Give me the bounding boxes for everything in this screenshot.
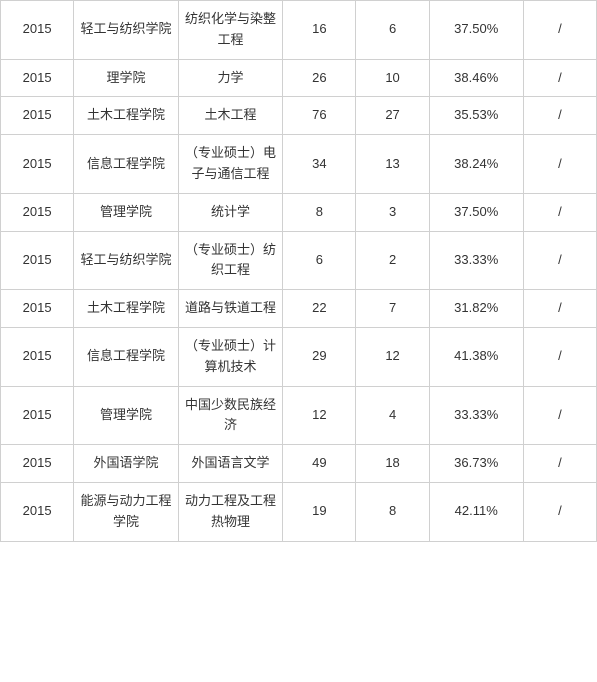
cell-major: 道路与铁道工程	[178, 290, 283, 328]
cell-num2: 2	[356, 231, 429, 290]
cell-last: /	[523, 327, 596, 386]
cell-pct: 31.82%	[429, 290, 523, 328]
cell-num2: 4	[356, 386, 429, 445]
cell-year: 2015	[1, 59, 74, 97]
cell-num1: 22	[283, 290, 356, 328]
cell-year: 2015	[1, 327, 74, 386]
cell-school: 土木工程学院	[74, 290, 179, 328]
cell-num2: 3	[356, 193, 429, 231]
table-row: 2015土木工程学院土木工程762735.53%/	[1, 97, 597, 135]
table-row: 2015土木工程学院道路与铁道工程22731.82%/	[1, 290, 597, 328]
cell-school: 外国语学院	[74, 445, 179, 483]
cell-num2: 18	[356, 445, 429, 483]
cell-num1: 26	[283, 59, 356, 97]
cell-pct: 33.33%	[429, 386, 523, 445]
cell-num1: 34	[283, 135, 356, 194]
cell-num1: 49	[283, 445, 356, 483]
cell-num1: 19	[283, 482, 356, 541]
table-row: 2015外国语学院外国语言文学491836.73%/	[1, 445, 597, 483]
cell-num1: 16	[283, 1, 356, 60]
cell-pct: 42.11%	[429, 482, 523, 541]
cell-last: /	[523, 482, 596, 541]
cell-year: 2015	[1, 1, 74, 60]
cell-last: /	[523, 386, 596, 445]
cell-major: 动力工程及工程热物理	[178, 482, 283, 541]
cell-pct: 37.50%	[429, 193, 523, 231]
cell-last: /	[523, 97, 596, 135]
cell-major: 统计学	[178, 193, 283, 231]
cell-school: 轻工与纺织学院	[74, 231, 179, 290]
cell-year: 2015	[1, 231, 74, 290]
cell-school: 理学院	[74, 59, 179, 97]
cell-num2: 6	[356, 1, 429, 60]
cell-school: 管理学院	[74, 386, 179, 445]
cell-pct: 33.33%	[429, 231, 523, 290]
cell-year: 2015	[1, 445, 74, 483]
cell-school: 信息工程学院	[74, 327, 179, 386]
cell-last: /	[523, 193, 596, 231]
cell-year: 2015	[1, 193, 74, 231]
cell-num2: 27	[356, 97, 429, 135]
cell-school: 能源与动力工程学院	[74, 482, 179, 541]
cell-major: 纺织化学与染整工程	[178, 1, 283, 60]
cell-num1: 8	[283, 193, 356, 231]
cell-major: 外国语言文学	[178, 445, 283, 483]
cell-major: （专业硕士）纺织工程	[178, 231, 283, 290]
table-row: 2015管理学院统计学8337.50%/	[1, 193, 597, 231]
cell-last: /	[523, 231, 596, 290]
cell-num1: 29	[283, 327, 356, 386]
cell-pct: 36.73%	[429, 445, 523, 483]
table-row: 2015能源与动力工程学院动力工程及工程热物理19842.11%/	[1, 482, 597, 541]
cell-pct: 41.38%	[429, 327, 523, 386]
cell-last: /	[523, 290, 596, 328]
cell-major: 力学	[178, 59, 283, 97]
cell-year: 2015	[1, 97, 74, 135]
cell-last: /	[523, 59, 596, 97]
cell-year: 2015	[1, 290, 74, 328]
cell-year: 2015	[1, 135, 74, 194]
data-table: 2015轻工与纺织学院纺织化学与染整工程16637.50%/2015理学院力学2…	[0, 0, 597, 542]
cell-num2: 10	[356, 59, 429, 97]
cell-school: 土木工程学院	[74, 97, 179, 135]
table-row: 2015轻工与纺织学院纺织化学与染整工程16637.50%/	[1, 1, 597, 60]
cell-pct: 37.50%	[429, 1, 523, 60]
cell-last: /	[523, 1, 596, 60]
cell-major: 土木工程	[178, 97, 283, 135]
cell-pct: 35.53%	[429, 97, 523, 135]
cell-num2: 7	[356, 290, 429, 328]
table-row: 2015信息工程学院（专业硕士）计算机技术291241.38%/	[1, 327, 597, 386]
cell-num1: 6	[283, 231, 356, 290]
cell-num1: 12	[283, 386, 356, 445]
cell-pct: 38.46%	[429, 59, 523, 97]
cell-major: （专业硕士）电子与通信工程	[178, 135, 283, 194]
cell-school: 轻工与纺织学院	[74, 1, 179, 60]
cell-major: （专业硕士）计算机技术	[178, 327, 283, 386]
cell-num2: 12	[356, 327, 429, 386]
table-row: 2015管理学院中国少数民族经济12433.33%/	[1, 386, 597, 445]
cell-num2: 8	[356, 482, 429, 541]
cell-num1: 76	[283, 97, 356, 135]
cell-last: /	[523, 135, 596, 194]
cell-year: 2015	[1, 482, 74, 541]
table-row: 2015信息工程学院（专业硕士）电子与通信工程341338.24%/	[1, 135, 597, 194]
cell-major: 中国少数民族经济	[178, 386, 283, 445]
cell-last: /	[523, 445, 596, 483]
cell-pct: 38.24%	[429, 135, 523, 194]
cell-num2: 13	[356, 135, 429, 194]
cell-school: 信息工程学院	[74, 135, 179, 194]
table-row: 2015轻工与纺织学院（专业硕士）纺织工程6233.33%/	[1, 231, 597, 290]
table-row: 2015理学院力学261038.46%/	[1, 59, 597, 97]
cell-school: 管理学院	[74, 193, 179, 231]
cell-year: 2015	[1, 386, 74, 445]
